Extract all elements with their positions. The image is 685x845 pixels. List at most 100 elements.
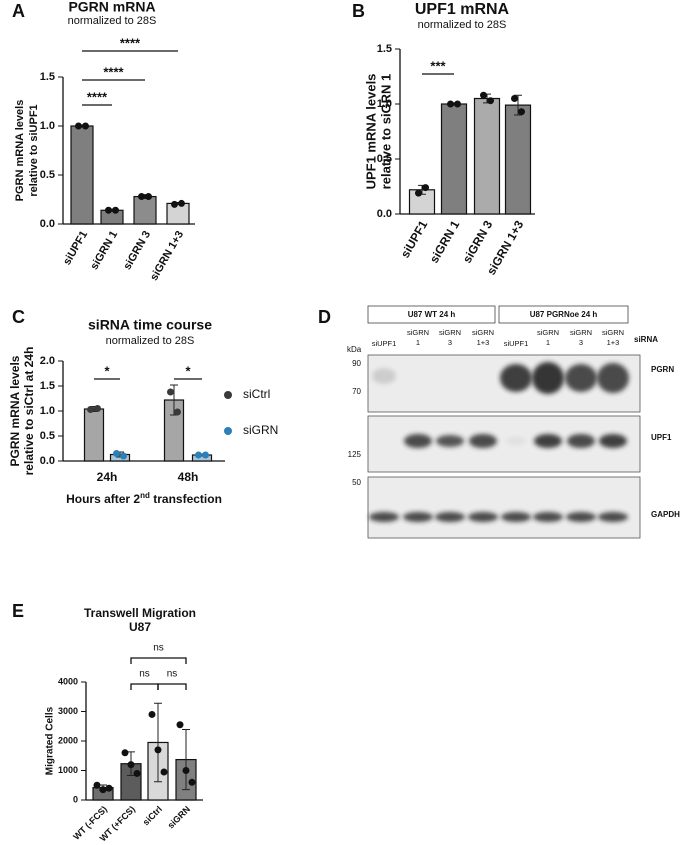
chart-subtitle: normalized to 28S <box>68 15 157 27</box>
chart-title: Transwell Migration <box>84 606 196 620</box>
data-point <box>202 451 209 459</box>
data-point <box>82 122 89 130</box>
x-tick-label: siGRN 1 <box>88 229 120 272</box>
x-axis-title: Hours after 2nd transfection <box>66 491 222 507</box>
lane-label: siGRN <box>472 328 494 337</box>
x-tick-label: 48h <box>178 470 199 484</box>
data-point <box>133 769 141 777</box>
x-tick-label: 24h <box>97 470 118 484</box>
blot-band <box>501 512 531 522</box>
lane-label: siUPF1 <box>504 339 529 348</box>
y-axis-title: Migrated Cells <box>45 706 56 775</box>
data-point <box>415 189 422 197</box>
data-point <box>154 746 162 754</box>
data-point <box>121 749 129 757</box>
y-axis-title: relative to siGRN 1 <box>378 74 393 190</box>
data-point <box>480 91 487 99</box>
blot-band <box>500 364 532 392</box>
significance-label: ns <box>153 643 164 654</box>
data-point <box>99 786 107 794</box>
significance-bracket <box>157 683 187 690</box>
y-tick-label: 0.5 <box>40 169 55 181</box>
legend-label: siCtrl <box>243 387 270 401</box>
data-point <box>422 184 429 192</box>
blot-band <box>369 512 399 522</box>
data-point <box>105 784 113 792</box>
x-label-part: nd <box>140 491 150 500</box>
data-point <box>188 778 196 786</box>
chart-title: PGRN mRNA <box>68 0 155 15</box>
marker-label: 50 <box>352 478 361 487</box>
lane-label: siUPF1 <box>372 339 397 348</box>
chart-subtitle: normalized to 28S <box>418 19 507 31</box>
y-tick-label: 1.0 <box>40 405 55 417</box>
data-point <box>182 767 190 774</box>
bar <box>166 202 190 225</box>
lane-label: siGRN <box>570 328 592 337</box>
significance-label: **** <box>103 64 124 79</box>
data-point <box>447 100 454 108</box>
data-point <box>138 193 145 201</box>
data-point <box>105 206 112 214</box>
legend-label: siGRN <box>243 423 278 437</box>
panel-label: C <box>12 307 25 327</box>
data-point <box>178 199 185 207</box>
y-tick-label: 3000 <box>58 706 78 716</box>
panel-label: D <box>318 307 331 327</box>
blot-band <box>436 435 464 447</box>
legend-marker <box>224 427 232 435</box>
chart-subtitle: U87 <box>129 620 151 634</box>
y-tick-label: 0.5 <box>377 153 392 165</box>
x-tick-label: siGRN 1+3 <box>148 229 186 283</box>
data-point <box>112 206 119 214</box>
data-point <box>176 721 184 729</box>
blot-band <box>565 364 597 392</box>
data-point <box>454 100 461 108</box>
blot-band <box>435 512 465 522</box>
kda-label: kDa <box>347 345 362 354</box>
error-bar <box>154 702 162 783</box>
significance-label: * <box>104 363 110 378</box>
lane-label: siGRN <box>439 328 461 337</box>
y-tick-label: 0.5 <box>40 430 55 442</box>
blot-band <box>534 434 562 448</box>
error-bar <box>182 728 190 791</box>
group-label: U87 WT 24 h <box>408 310 456 319</box>
data-point <box>93 781 101 789</box>
y-axis-title: PGRN mRNA levels <box>14 100 26 202</box>
y-tick-label: 1.0 <box>377 98 392 110</box>
group-label: U87 PGRNoe 24 h <box>530 310 598 319</box>
x-label-part: transfection <box>150 492 222 506</box>
protein-label: GAPDH <box>651 510 680 519</box>
x-tick-label: siGRN <box>166 804 193 831</box>
lane-label: 3 <box>448 338 452 347</box>
x-tick-label: siUPF1 <box>61 229 90 267</box>
blot-band <box>469 434 497 448</box>
data-point <box>174 408 181 416</box>
data-point <box>145 193 152 201</box>
y-tick-label: 1.5 <box>40 380 55 392</box>
data-point <box>87 406 94 413</box>
x-tick-label: siUPF1 <box>398 218 431 261</box>
blot-band <box>566 512 596 522</box>
data-point <box>148 710 156 718</box>
blot-band <box>597 363 629 393</box>
x-tick-label: siCtrl <box>141 804 164 827</box>
lane-label: 1+3 <box>607 338 620 347</box>
x-tick-label: siGRN 1 <box>427 218 463 266</box>
significance-label: ns <box>167 669 178 680</box>
y-tick-label: 2.0 <box>40 355 55 367</box>
lane-label: 1 <box>546 338 550 347</box>
blot-membrane <box>367 476 641 539</box>
x-label-part: Hours after 2 <box>66 492 140 506</box>
chart-title: siRNA time course <box>88 317 212 333</box>
y-tick-label: 0 <box>73 794 78 804</box>
legend-marker <box>224 391 232 399</box>
blot-band <box>533 512 563 522</box>
data-point <box>511 95 518 102</box>
y-axis-title: relative to siCtrl at 24h <box>22 347 36 476</box>
protein-label: PGRN <box>651 365 674 374</box>
blot-band <box>532 362 564 394</box>
blot-band <box>598 512 628 522</box>
